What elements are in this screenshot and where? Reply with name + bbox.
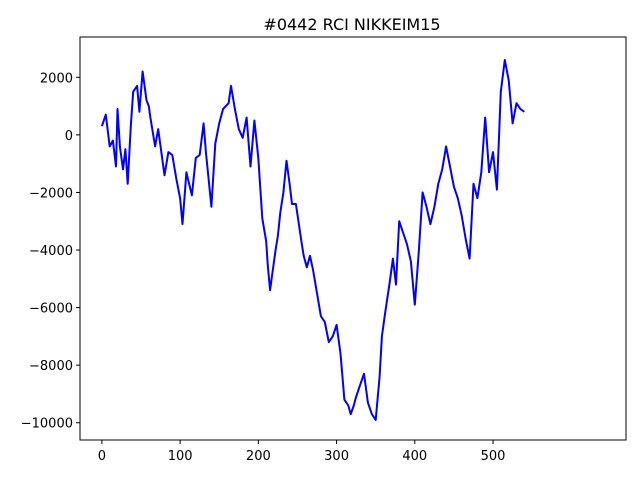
x-tick-label: 200 bbox=[246, 449, 271, 464]
x-axis: 0 100 200 300 400 500 bbox=[98, 440, 506, 464]
y-tick-label: 2000 bbox=[40, 71, 73, 86]
x-tick-label: 100 bbox=[168, 449, 193, 464]
y-tick-label: −2000 bbox=[29, 186, 73, 201]
series-line-0 bbox=[100, 59, 525, 421]
y-tick-label: 0 bbox=[65, 129, 73, 144]
x-tick-label: 400 bbox=[402, 449, 427, 464]
y-tick-label: −4000 bbox=[29, 244, 73, 259]
chart-title: #0442 RCI NIKKEIM15 bbox=[263, 15, 440, 34]
plot-area bbox=[100, 59, 525, 421]
x-tick-label: 300 bbox=[324, 449, 349, 464]
y-tick-label: −6000 bbox=[29, 302, 73, 317]
y-axis: −10000 −8000 −6000 −4000 −2000 0 2000 bbox=[21, 71, 80, 432]
y-tick-label: −10000 bbox=[21, 417, 73, 432]
y-tick-label: −8000 bbox=[29, 359, 73, 374]
x-tick-label: 500 bbox=[481, 449, 506, 464]
plot-frame bbox=[79, 36, 627, 441]
x-tick-label: 0 bbox=[98, 449, 106, 464]
